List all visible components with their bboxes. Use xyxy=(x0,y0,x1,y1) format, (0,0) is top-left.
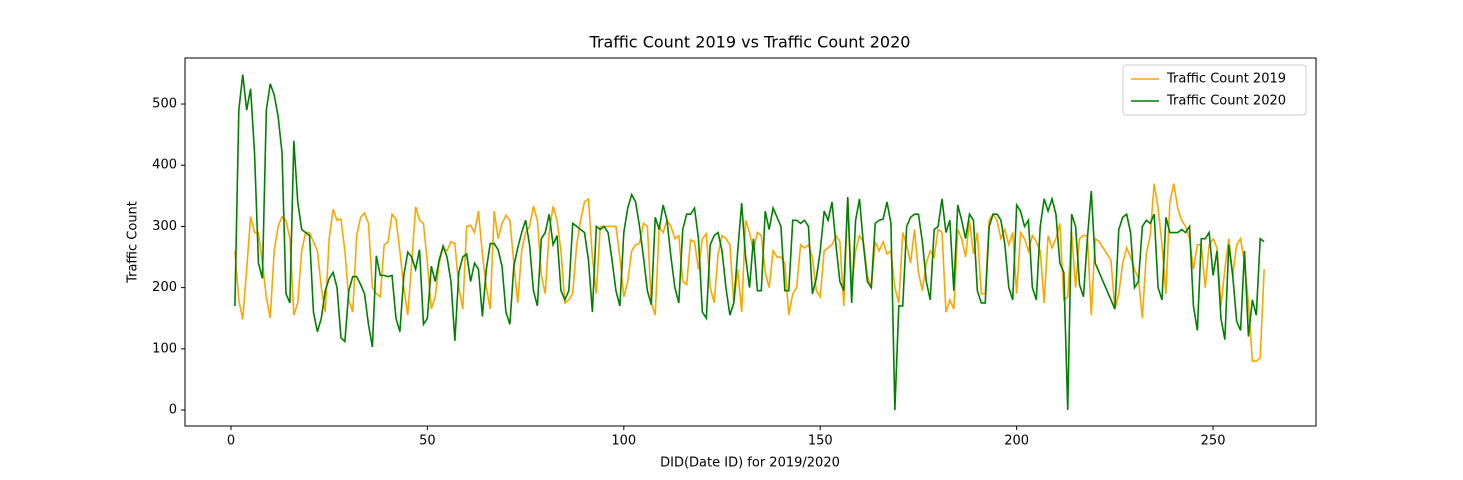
x-axis-label: DID(Date ID) for 2019/2020 xyxy=(660,456,840,471)
x-tick-label: 150 xyxy=(808,434,833,449)
chart-title: Traffic Count 2019 vs Traffic Count 2020 xyxy=(589,33,911,52)
y-axis-label: Traffic Count xyxy=(126,201,141,284)
y-tick-label: 0 xyxy=(169,403,177,418)
x-tick-label: 250 xyxy=(1201,434,1226,449)
y-tick-label: 100 xyxy=(152,341,177,356)
y-tick-label: 500 xyxy=(152,97,177,112)
series-line xyxy=(234,74,1265,411)
x-tick-label: 50 xyxy=(419,434,436,449)
legend-label: Traffic Count 2019 xyxy=(1166,72,1286,87)
plot-frame xyxy=(184,57,1317,427)
y-tick-label: 200 xyxy=(152,280,177,295)
series-line xyxy=(234,183,1265,362)
legend-box xyxy=(1122,64,1307,116)
y-tick-label: 400 xyxy=(152,158,177,173)
x-tick-label: 200 xyxy=(1004,434,1029,449)
x-tick-label: 100 xyxy=(611,434,636,449)
legend-label: Traffic Count 2020 xyxy=(1166,94,1286,109)
y-tick-label: 300 xyxy=(152,219,177,234)
x-tick-label: 0 xyxy=(227,434,235,449)
